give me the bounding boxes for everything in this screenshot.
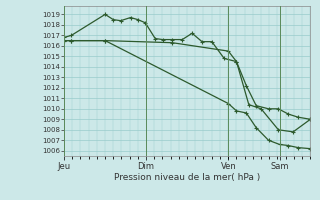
- X-axis label: Pression niveau de la mer( hPa ): Pression niveau de la mer( hPa ): [114, 173, 260, 182]
